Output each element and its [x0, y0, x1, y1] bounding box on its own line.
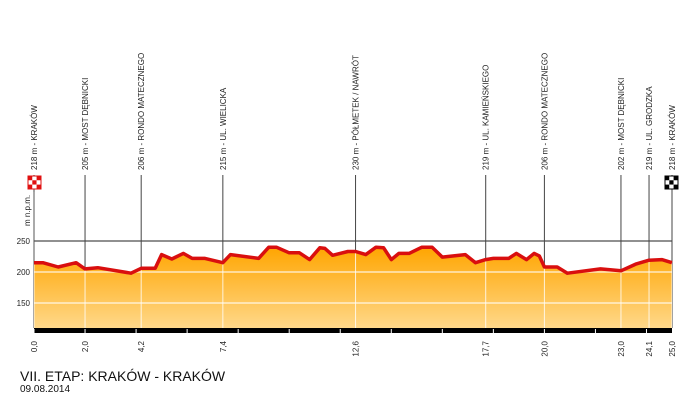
- finish-flag-icon: [664, 175, 679, 190]
- elevation-area: [34, 247, 672, 328]
- flag-square: [669, 180, 674, 185]
- flag-square: [36, 184, 41, 189]
- start-flag-icon: [27, 175, 42, 190]
- waypoint-label: 218 m - KRAKÓW: [668, 105, 677, 170]
- waypoint-label: 205 m - MOST DĘBNICKI: [81, 78, 90, 170]
- x-tick-label: 7,4: [219, 340, 228, 352]
- flag-square: [28, 180, 33, 185]
- x-tick-label: 24,1: [645, 340, 654, 356]
- flag-square: [665, 180, 670, 185]
- waypoint-label: 218 m - KRAKÓW: [30, 105, 39, 170]
- elevation-line: [34, 245, 673, 275]
- x-tick-label: 4,2: [137, 340, 146, 352]
- waypoint-label: 202 m - MOST DĘBNICKI: [617, 78, 626, 170]
- flag-square: [673, 176, 678, 181]
- waypoint-label: 206 m - RONDO MATECZNEGO: [137, 53, 146, 170]
- flag-square: [665, 176, 670, 181]
- flag-square: [665, 184, 670, 189]
- flag-square: [36, 176, 41, 181]
- x-axis-bar: [34, 328, 672, 333]
- flag-square: [673, 184, 678, 189]
- waypoint-label: 230 m - PÓŁMETEK / NAWRÓT: [352, 55, 361, 170]
- waypoint-label: 206 m - RONDO MATECZNEGO: [540, 53, 549, 170]
- flag-square: [669, 176, 674, 181]
- x-tick-label: 0,0: [30, 340, 39, 352]
- waypoint-label: 219 m - UL. GRODZKA: [645, 86, 654, 170]
- x-tick-label: 2,0: [81, 340, 90, 352]
- x-tick-label: 12,6: [352, 340, 361, 356]
- flag-border: [27, 175, 42, 190]
- flag-square: [32, 180, 37, 185]
- flag-square: [28, 184, 33, 189]
- y-tick-label: 150: [17, 299, 31, 308]
- x-tick-label: 20,0: [540, 340, 549, 356]
- stage-title: VII. ETAP: KRAKÓW - KRAKÓW: [20, 368, 226, 384]
- x-tick-label: 17,7: [482, 340, 491, 356]
- stage-date: 09.08.2014: [20, 384, 71, 395]
- flag-square: [669, 184, 674, 189]
- flag-square: [28, 176, 33, 181]
- flag-square: [673, 180, 678, 185]
- flag-square: [32, 176, 37, 181]
- flag-border: [664, 175, 679, 190]
- flag-square: [32, 184, 37, 189]
- x-tick-label: 25,0: [668, 340, 677, 356]
- y-tick-label: 250: [17, 237, 31, 246]
- flag-square: [36, 180, 41, 185]
- x-tick-label: 23,0: [617, 340, 626, 356]
- waypoint-label: 219 m - UL. KAMIEŃSKIEGO: [482, 65, 491, 170]
- y-tick-label: 200: [17, 268, 31, 277]
- waypoint-label: 215 m - UL. WIELICKA: [219, 87, 228, 170]
- y-axis-label: m n.p.m.: [23, 195, 32, 226]
